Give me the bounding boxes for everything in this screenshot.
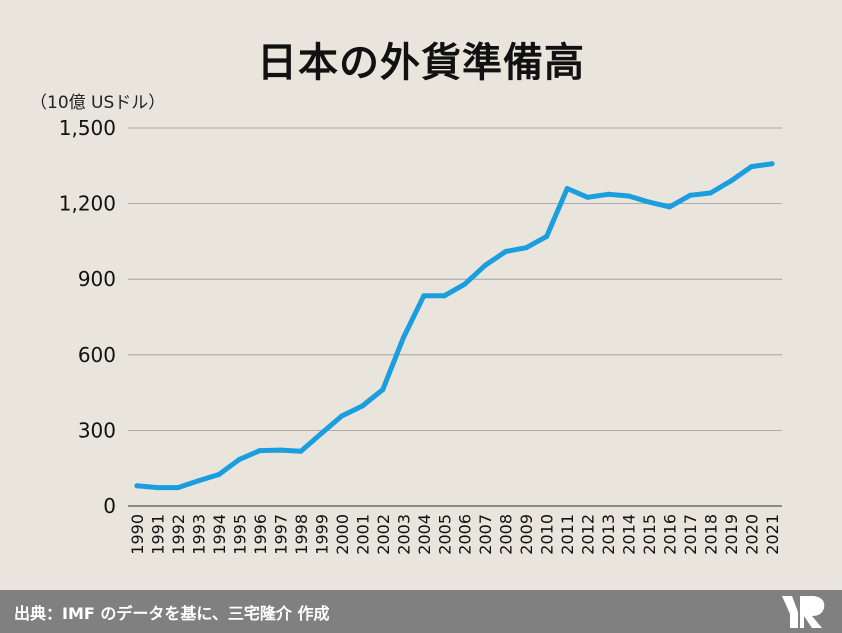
x-tick-label: 2014 xyxy=(620,514,639,555)
data-points xyxy=(134,161,775,491)
data-point xyxy=(257,448,263,454)
x-tick-label: 1999 xyxy=(312,514,331,555)
data-point xyxy=(482,262,488,268)
data-point xyxy=(318,430,324,436)
y-tick-label: 1,200 xyxy=(59,192,116,216)
x-tick-label: 1995 xyxy=(230,514,249,555)
x-axis-ticks: 1990 1991 1992 1993 1994 1995 1996 1997 1998 1999… xyxy=(128,514,782,555)
data-point xyxy=(708,190,714,196)
logo-icon xyxy=(782,596,825,628)
y-tick-label: 1,500 xyxy=(59,116,116,140)
data-point xyxy=(441,293,447,299)
x-tick-label: 2004 xyxy=(415,514,434,555)
data-point xyxy=(236,456,242,462)
data-point xyxy=(154,485,160,491)
chart-title: 日本の外貨準備高 xyxy=(257,40,585,86)
data-point xyxy=(749,164,755,170)
data-point xyxy=(769,161,775,167)
x-tick-label: 1992 xyxy=(169,514,188,555)
data-point xyxy=(564,185,570,191)
data-point xyxy=(298,448,304,454)
x-tick-label: 1996 xyxy=(251,514,270,555)
x-tick-label: 2016 xyxy=(661,514,680,555)
x-tick-label: 2011 xyxy=(558,514,577,555)
grid-lines xyxy=(128,127,782,507)
data-point xyxy=(462,281,468,287)
x-tick-label: 2018 xyxy=(702,514,721,555)
data-point xyxy=(195,478,201,484)
x-tick-label: 1991 xyxy=(148,514,167,555)
data-point xyxy=(605,191,611,197)
x-tick-label: 2009 xyxy=(517,514,536,555)
x-tick-label: 2006 xyxy=(456,514,475,555)
x-tick-label: 2008 xyxy=(497,514,516,555)
x-tick-label: 2019 xyxy=(722,514,741,555)
x-tick-label: 2010 xyxy=(538,514,557,555)
x-tick-label: 2000 xyxy=(333,514,352,555)
x-tick-label: 2017 xyxy=(681,514,700,555)
data-point xyxy=(277,447,283,453)
data-point xyxy=(134,483,140,489)
data-point xyxy=(175,485,181,491)
x-tick-label: 2021 xyxy=(763,514,782,555)
x-tick-label: 1990 xyxy=(128,514,147,555)
data-point xyxy=(523,245,529,251)
x-tick-label: 2015 xyxy=(640,514,659,555)
source-credit: 出典：IMF のデータを基に、三宅隆介 作成 xyxy=(14,604,330,623)
data-point xyxy=(380,387,386,393)
x-tick-label: 1998 xyxy=(292,514,311,555)
data-point xyxy=(687,192,693,198)
footer-bar: 出典：IMF のデータを基に、三宅隆介 作成 xyxy=(0,590,842,633)
x-tick-label: 2001 xyxy=(353,514,372,555)
x-tick-label: 1997 xyxy=(271,514,290,555)
x-tick-label: 2005 xyxy=(435,514,454,555)
data-point xyxy=(667,204,673,210)
data-point xyxy=(544,233,550,239)
y-tick-label: 0 xyxy=(103,494,116,518)
series-line xyxy=(134,161,775,491)
y-tick-label: 300 xyxy=(78,418,116,442)
data-point xyxy=(626,193,632,199)
x-tick-label: 2013 xyxy=(599,514,618,555)
y-axis-unit-label: （10億 USドル） xyxy=(30,93,166,113)
data-point xyxy=(585,194,591,200)
x-tick-label: 2007 xyxy=(476,514,495,555)
x-tick-label: 1994 xyxy=(210,514,229,555)
x-tick-label: 1993 xyxy=(189,514,208,555)
data-point xyxy=(339,413,345,419)
data-point xyxy=(400,335,406,341)
x-tick-label: 2002 xyxy=(374,514,393,555)
x-tick-label: 2003 xyxy=(394,514,413,555)
y-tick-label: 900 xyxy=(78,267,116,291)
x-tick-label: 2012 xyxy=(579,514,598,555)
data-point xyxy=(216,472,222,477)
data-point xyxy=(646,199,652,205)
y-tick-label: 600 xyxy=(78,343,116,367)
data-point xyxy=(359,403,365,409)
data-point xyxy=(728,178,734,184)
y-axis-ticks: 0 300 600 900 1,200 1,500 xyxy=(59,116,116,518)
data-point xyxy=(421,293,427,299)
data-point xyxy=(503,248,509,254)
x-tick-label: 2020 xyxy=(743,514,762,555)
